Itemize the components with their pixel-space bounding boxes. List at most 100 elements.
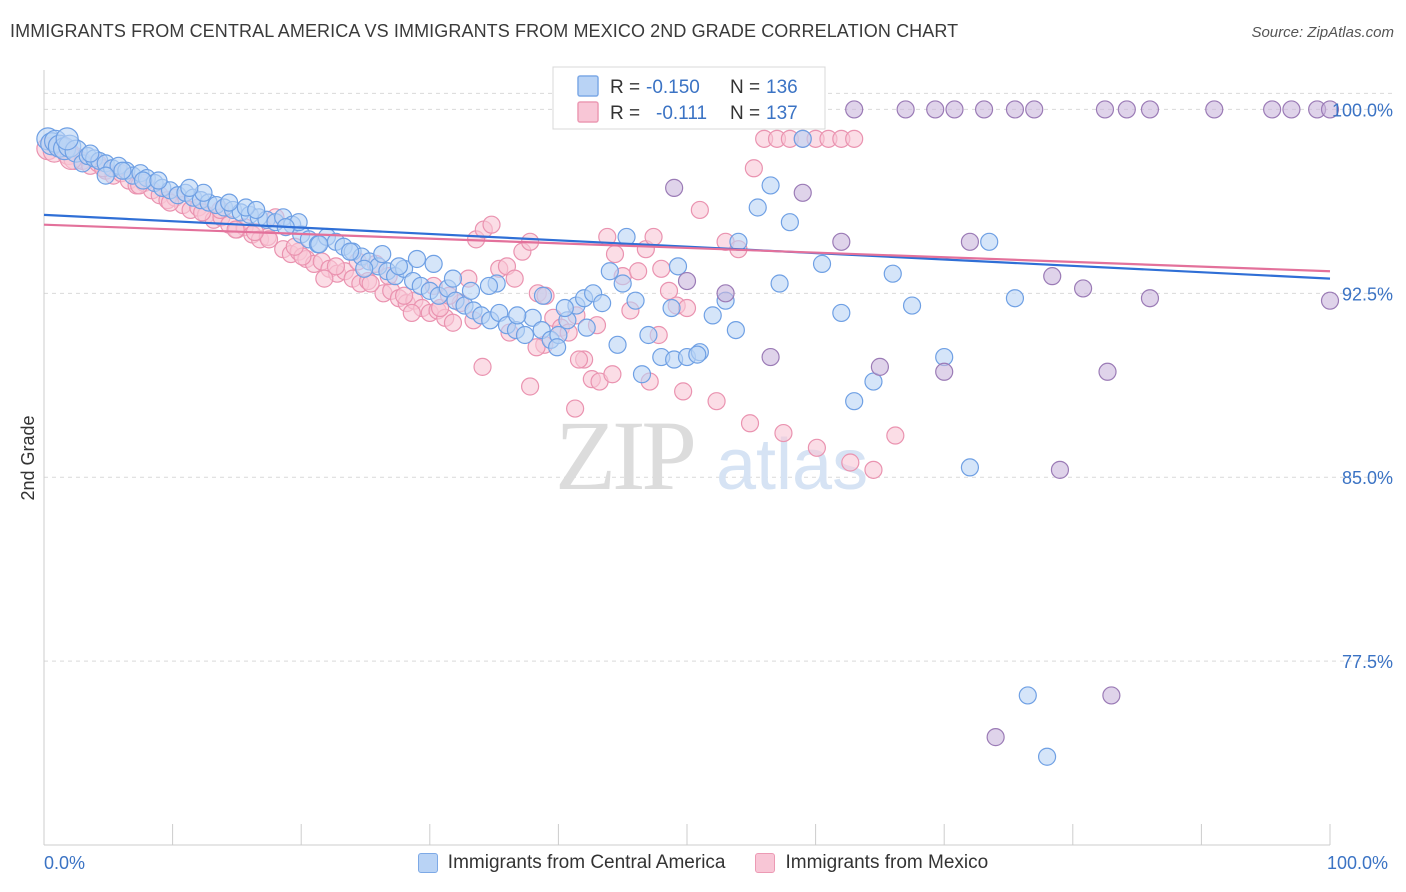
point-mexico (505, 269, 524, 288)
chart-title: IMMIGRANTS FROM CENTRAL AMERICA VS IMMIG… (10, 21, 959, 41)
point-central-america (1018, 686, 1037, 705)
point-mexico (707, 392, 726, 411)
point-central-america (1005, 289, 1025, 308)
stats-r-value-2: -0.111 (656, 103, 707, 124)
legend-item-mexico[interactable]: Immigrants from Mexico (755, 852, 988, 874)
point-central-america (577, 318, 596, 337)
point-central-america (960, 458, 980, 477)
trend-line-central-america (43, 213, 1331, 280)
stats-n-label-2: N = (730, 103, 760, 124)
point-overlap (1005, 100, 1025, 119)
point-mexico (566, 399, 585, 418)
stats-n-value-1: 136 (766, 77, 798, 98)
point-central-america (220, 193, 239, 212)
point-mexico (315, 269, 334, 288)
point-central-america (729, 232, 748, 251)
point-central-america (688, 345, 707, 364)
point-mexico (521, 377, 540, 396)
point-central-america (461, 281, 481, 300)
point-mexico (886, 426, 905, 445)
stats-r-label-1: R = (610, 77, 640, 98)
point-central-america (980, 232, 999, 251)
point-central-america (608, 335, 627, 354)
x-tick-right: 100.0% (1327, 853, 1389, 873)
point-central-america (247, 200, 266, 220)
point-central-america (407, 249, 427, 269)
point-mexico (402, 303, 421, 323)
point-mexico (629, 262, 648, 281)
point-overlap (935, 362, 954, 381)
y-tick-labels: 100.0% 92.5% 85.0% 77.5% (1332, 100, 1393, 672)
point-mexico (841, 453, 860, 472)
point-overlap (1140, 100, 1160, 119)
x-tick-left: 0.0% (44, 853, 86, 873)
point-mexico (443, 313, 463, 332)
point-overlap (1073, 279, 1093, 298)
point-central-america (515, 325, 535, 345)
point-overlap (1043, 267, 1062, 286)
point-mexico (690, 200, 709, 220)
point-overlap (945, 100, 964, 119)
point-central-america (761, 176, 780, 195)
stats-legend: R = -0.150 N = 136 R = -0.111 N = 137 (552, 66, 826, 130)
point-central-america (81, 144, 100, 163)
point-central-america (533, 286, 553, 305)
point-overlap (716, 284, 735, 303)
point-central-america (770, 274, 789, 293)
point-central-america (748, 198, 767, 217)
point-overlap (1282, 100, 1301, 119)
axis-layer (43, 70, 1331, 846)
point-mexico (569, 350, 589, 369)
bottom-legend: Immigrants from Central America Immigran… (0, 852, 1406, 874)
point-overlap (793, 183, 812, 202)
point-overlap (677, 271, 697, 291)
point-central-america (600, 262, 619, 281)
point-overlap (986, 728, 1005, 747)
y-tick-label: 85.0% (1342, 468, 1393, 488)
trend-line-mexico (43, 223, 1331, 273)
point-overlap (761, 347, 780, 367)
point-overlap (1050, 460, 1070, 479)
point-central-america (479, 276, 499, 296)
stats-r-label-2: R = (610, 103, 640, 124)
point-mexico (527, 338, 546, 357)
point-central-america (113, 161, 132, 180)
point-central-america (443, 269, 463, 288)
point-overlap (1263, 100, 1282, 119)
point-central-america (812, 254, 832, 273)
point-central-america (389, 257, 409, 276)
point-central-america (845, 392, 864, 411)
legend-item-central-america[interactable]: Immigrants from Central America (417, 852, 726, 874)
y-axis-label: 2nd Grade (18, 415, 38, 500)
point-central-america (726, 320, 745, 340)
legend-label-central-america: Immigrants from Central America (447, 852, 726, 873)
point-mexico (652, 259, 671, 278)
watermark: ZIP atlas (555, 400, 868, 511)
point-central-america (55, 127, 79, 151)
legend-swatch-pink (755, 853, 776, 873)
point-central-america (780, 213, 799, 232)
point-mexico (603, 365, 622, 384)
stats-r-value-1: -0.150 (646, 77, 700, 98)
stats-swatch-blue (577, 75, 599, 97)
point-overlap (1320, 291, 1340, 310)
legend-label-mexico: Immigrants from Mexico (785, 852, 989, 873)
point-central-america (355, 259, 374, 278)
point-mexico (644, 227, 663, 247)
point-central-america (668, 257, 688, 276)
point-mexico (740, 414, 760, 433)
point-central-america (902, 296, 922, 315)
point-overlap (896, 100, 915, 119)
point-mexico (864, 460, 883, 479)
point-central-america (883, 264, 902, 283)
point-central-america (626, 291, 645, 310)
point-central-america (508, 306, 527, 325)
point-central-america (548, 338, 567, 357)
grid-layer (44, 92, 1392, 662)
point-mexico (394, 286, 414, 305)
point-overlap (845, 100, 864, 119)
point-central-america (1037, 747, 1057, 766)
point-overlap (1102, 686, 1121, 705)
point-central-america (832, 303, 851, 323)
point-central-america (180, 178, 199, 197)
